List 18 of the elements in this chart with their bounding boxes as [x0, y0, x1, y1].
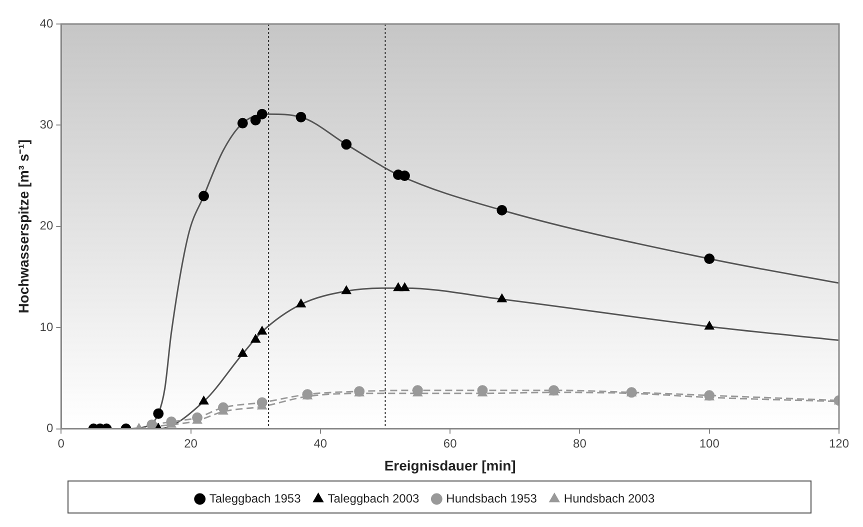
x-tick-label: 100 — [699, 436, 720, 450]
x-tick-label: 40 — [314, 436, 328, 450]
y-tick-label: 40 — [40, 16, 54, 30]
y-axis-title: Hochwasserspitze [m³ s⁻¹] — [15, 139, 32, 314]
x-axis-title: Ereignisdauer [min] — [384, 457, 516, 474]
legend-label: Taleggbach 1953 — [209, 491, 302, 506]
x-tick-label: 20 — [184, 436, 198, 450]
y-tick-label: 20 — [40, 218, 54, 233]
x-tick-label: 0 — [58, 436, 65, 450]
y-tick-label: 30 — [40, 118, 54, 132]
legend-label: Taleggbach 2003 — [328, 491, 420, 506]
y-tick-label: 0 — [46, 421, 54, 436]
legend-label: Hundsbach 1953 — [446, 491, 538, 506]
x-tick-label: 120 — [828, 436, 850, 450]
x-tick-label: 80 — [573, 436, 587, 450]
legend-label: Hundsbach 2003 — [564, 491, 655, 506]
x-tick-label: 60 — [443, 436, 458, 450]
y-tick-label: 10 — [40, 320, 54, 334]
